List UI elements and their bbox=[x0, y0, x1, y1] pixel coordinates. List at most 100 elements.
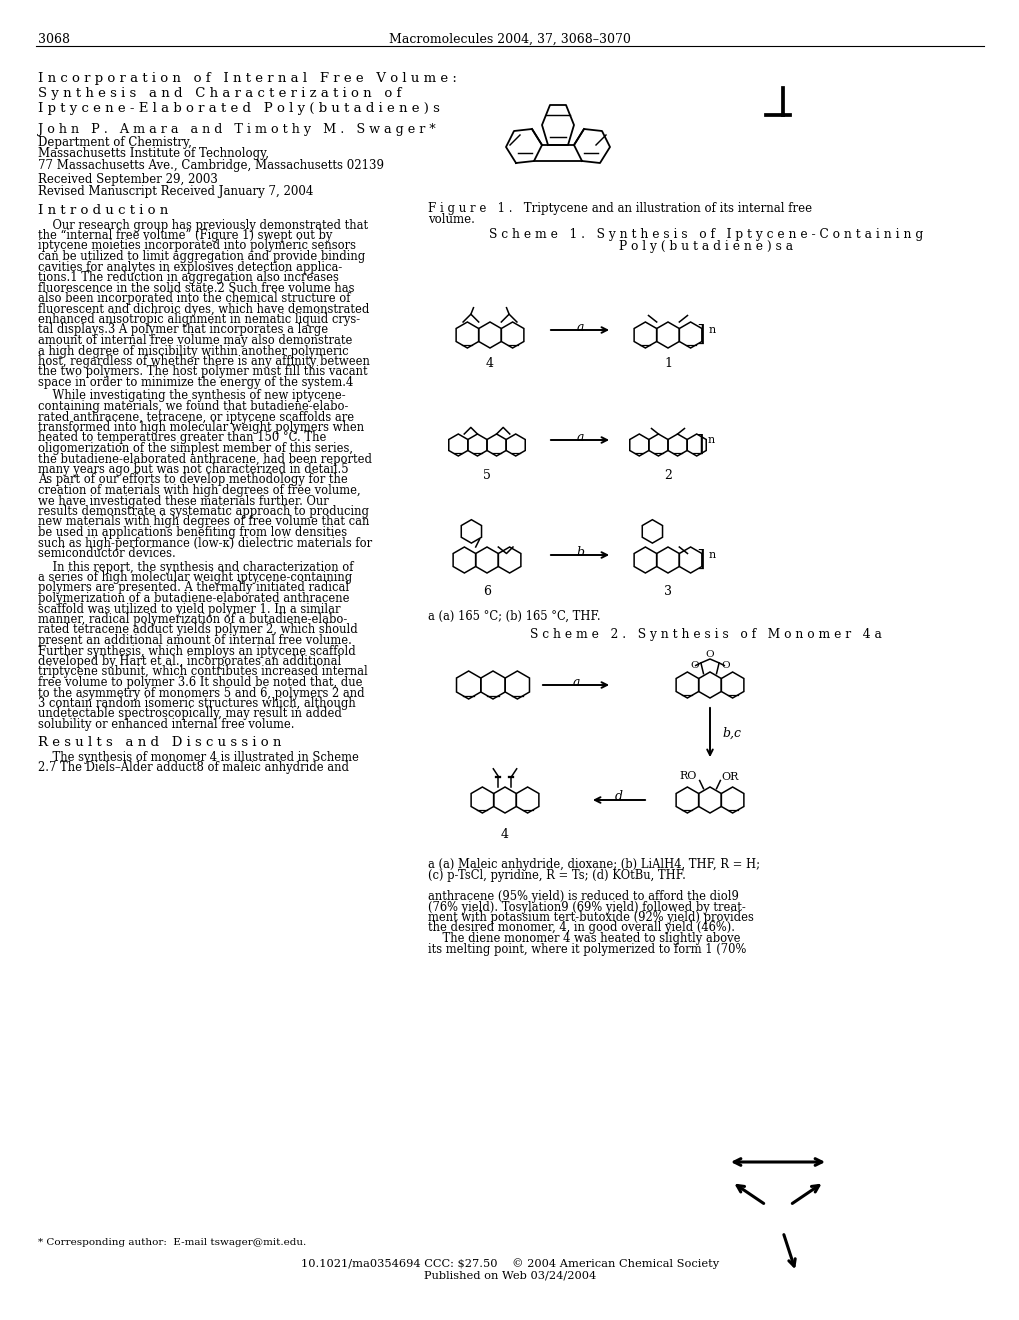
Text: The synthesis of monomer 4 is illustrated in Scheme: The synthesis of monomer 4 is illustrate… bbox=[38, 751, 359, 763]
Text: As part of our efforts to develop methodology for the: As part of our efforts to develop method… bbox=[38, 474, 347, 487]
Text: n: n bbox=[708, 550, 715, 560]
Text: heated to temperatures greater than 150 °C. The: heated to temperatures greater than 150 … bbox=[38, 432, 326, 445]
Text: cavities for analytes in explosives detection applica-: cavities for analytes in explosives dete… bbox=[38, 260, 342, 273]
Text: 2: 2 bbox=[663, 469, 672, 482]
Text: 5: 5 bbox=[483, 469, 490, 482]
Text: tions.1 The reduction in aggregation also increases: tions.1 The reduction in aggregation als… bbox=[38, 271, 338, 284]
Text: d: d bbox=[614, 789, 623, 803]
Text: developed by Hart et al., incorporates an additional: developed by Hart et al., incorporates a… bbox=[38, 655, 341, 668]
Text: b,c: b,c bbox=[721, 726, 740, 739]
Text: a high degree of miscibility within another polymeric: a high degree of miscibility within anot… bbox=[38, 345, 348, 358]
Text: host, regardless of whether there is any affinity between: host, regardless of whether there is any… bbox=[38, 355, 370, 368]
Text: the desired monomer, 4, in good overall yield (46%).: the desired monomer, 4, in good overall … bbox=[428, 921, 735, 935]
Text: results demonstrate a systematic approach to producing: results demonstrate a systematic approac… bbox=[38, 506, 369, 517]
Text: to the asymmetry of monomers 5 and 6, polymers 2 and: to the asymmetry of monomers 5 and 6, po… bbox=[38, 686, 364, 700]
Text: anthracene (95% yield) is reduced to afford the diol9: anthracene (95% yield) is reduced to aff… bbox=[428, 890, 738, 903]
Text: iptycene moieties incorporated into polymeric sensors: iptycene moieties incorporated into poly… bbox=[38, 239, 356, 252]
Text: a: a bbox=[576, 321, 583, 334]
Text: a (a) Maleic anhydride, dioxane; (b) LiAlH4, THF, R = H;: a (a) Maleic anhydride, dioxane; (b) LiA… bbox=[428, 858, 759, 871]
Text: 3: 3 bbox=[663, 585, 672, 598]
Text: O: O bbox=[690, 661, 698, 671]
Text: n: n bbox=[707, 436, 714, 445]
Text: Revised Manuscript Received January 7, 2004: Revised Manuscript Received January 7, 2… bbox=[38, 185, 313, 198]
Text: ]: ] bbox=[695, 434, 703, 455]
Text: oligomerization of the simplest member of this series,: oligomerization of the simplest member o… bbox=[38, 442, 353, 455]
Text: a: a bbox=[572, 676, 579, 689]
Text: b: b bbox=[576, 546, 584, 558]
Text: scaffold was utilized to yield polymer 1. In a similar: scaffold was utilized to yield polymer 1… bbox=[38, 602, 340, 615]
Text: polymerization of a butadiene-elaborated anthracene: polymerization of a butadiene-elaborated… bbox=[38, 591, 350, 605]
Text: also been incorporated into the chemical structure of: also been incorporated into the chemical… bbox=[38, 292, 351, 305]
Text: In this report, the synthesis and characterization of: In this report, the synthesis and charac… bbox=[38, 561, 354, 573]
Text: manner, radical polymerization of a butadiene-elabo-: manner, radical polymerization of a buta… bbox=[38, 612, 346, 626]
Text: ]: ] bbox=[696, 549, 705, 572]
Text: S c h e m e   1 .   S y n t h e s i s   o f   I p t y c e n e - C o n t a i n i : S c h e m e 1 . S y n t h e s i s o f I … bbox=[488, 228, 922, 242]
Text: many years ago but was not characterized in detail.5: many years ago but was not characterized… bbox=[38, 463, 348, 477]
Text: rated tetracene adduct yields polymer 2, which should: rated tetracene adduct yields polymer 2,… bbox=[38, 623, 358, 636]
Text: Department of Chemistry,: Department of Chemistry, bbox=[38, 136, 192, 149]
Text: S c h e m e   2 .   S y n t h e s i s   o f   M o n o m e r   4 a: S c h e m e 2 . S y n t h e s i s o f M … bbox=[530, 628, 881, 642]
Text: containing materials, we found that butadiene-elabo-: containing materials, we found that buta… bbox=[38, 400, 348, 413]
Text: space in order to minimize the energy of the system.4: space in order to minimize the energy of… bbox=[38, 376, 353, 389]
Text: (76% yield). Tosylation9 (69% yield) followed by treat-: (76% yield). Tosylation9 (69% yield) fol… bbox=[428, 900, 745, 913]
Text: enhanced anisotropic alignment in nematic liquid crys-: enhanced anisotropic alignment in nemati… bbox=[38, 313, 360, 326]
Text: 4: 4 bbox=[500, 828, 508, 841]
Text: 3068: 3068 bbox=[38, 33, 70, 46]
Text: a: a bbox=[576, 432, 583, 444]
Text: ]: ] bbox=[696, 323, 705, 346]
Text: the two polymers. The host polymer must fill this vacant: the two polymers. The host polymer must … bbox=[38, 366, 367, 379]
Text: (c) p-TsCl, pyridine, R = Ts; (d) KOtBu, THF.: (c) p-TsCl, pyridine, R = Ts; (d) KOtBu,… bbox=[428, 869, 685, 882]
Text: I n c o r p o r a t i o n   o f   I n t e r n a l   F r e e   V o l u m e :: I n c o r p o r a t i o n o f I n t e r … bbox=[38, 73, 457, 84]
Text: 77 Massachusetts Ave., Cambridge, Massachusetts 02139: 77 Massachusetts Ave., Cambridge, Massac… bbox=[38, 158, 383, 172]
Text: 3 contain random isomeric structures which, although: 3 contain random isomeric structures whi… bbox=[38, 697, 356, 710]
Text: Massachusetts Institute of Technology,: Massachusetts Institute of Technology, bbox=[38, 148, 269, 161]
Text: free volume to polymer 3.6 It should be noted that, due: free volume to polymer 3.6 It should be … bbox=[38, 676, 362, 689]
Text: its melting point, where it polymerized to form 1 (70%: its melting point, where it polymerized … bbox=[428, 942, 746, 956]
Text: the “internal free volume” (Figure 1) swept out by: the “internal free volume” (Figure 1) sw… bbox=[38, 228, 332, 242]
Text: 4: 4 bbox=[485, 356, 493, 370]
Text: P o l y ( b u t a d i e n e ) s a: P o l y ( b u t a d i e n e ) s a bbox=[619, 240, 793, 253]
Text: amount of internal free volume may also demonstrate: amount of internal free volume may also … bbox=[38, 334, 352, 347]
Text: creation of materials with high degrees of free volume,: creation of materials with high degrees … bbox=[38, 484, 361, 498]
Text: Received September 29, 2003: Received September 29, 2003 bbox=[38, 173, 218, 186]
Text: 10.1021/ma0354694 CCC: $27.50    © 2004 American Chemical Society: 10.1021/ma0354694 CCC: $27.50 © 2004 Ame… bbox=[301, 1258, 718, 1269]
Text: solubility or enhanced internal free volume.: solubility or enhanced internal free vol… bbox=[38, 718, 294, 731]
Text: Our research group has previously demonstrated that: Our research group has previously demons… bbox=[38, 219, 368, 231]
Text: 1: 1 bbox=[663, 356, 672, 370]
Text: such as high-performance (low-κ) dielectric materials for: such as high-performance (low-κ) dielect… bbox=[38, 536, 372, 549]
Text: ment with potassium tert-butoxide (92% yield) provides: ment with potassium tert-butoxide (92% y… bbox=[428, 911, 753, 924]
Text: R e s u l t s   a n d   D i s c u s s i o n: R e s u l t s a n d D i s c u s s i o n bbox=[38, 737, 281, 750]
Text: Published on Web 03/24/2004: Published on Web 03/24/2004 bbox=[424, 1270, 595, 1280]
Text: can be utilized to limit aggregation and provide binding: can be utilized to limit aggregation and… bbox=[38, 249, 365, 263]
Text: present an additional amount of internal free volume.: present an additional amount of internal… bbox=[38, 634, 352, 647]
Text: O: O bbox=[720, 661, 730, 671]
Text: 6: 6 bbox=[483, 585, 490, 598]
Text: 2.7 The Diels–Alder adduct8 of maleic anhydride and: 2.7 The Diels–Alder adduct8 of maleic an… bbox=[38, 762, 348, 774]
Text: new materials with high degrees of free volume that can: new materials with high degrees of free … bbox=[38, 516, 369, 528]
Text: I p t y c e n e - E l a b o r a t e d   P o l y ( b u t a d i e n e ) s: I p t y c e n e - E l a b o r a t e d P … bbox=[38, 102, 439, 115]
Text: triptycene subunit, which contributes increased internal: triptycene subunit, which contributes in… bbox=[38, 665, 368, 678]
Text: O: O bbox=[705, 649, 713, 659]
Text: rated anthracene, tetracene, or iptycene scaffolds are: rated anthracene, tetracene, or iptycene… bbox=[38, 411, 354, 424]
Text: J o h n   P .   A m a r a   a n d   T i m o t h y   M .   S w a g e r *: J o h n P . A m a r a a n d T i m o t h … bbox=[38, 123, 435, 136]
Text: fluorescence in the solid state.2 Such free volume has: fluorescence in the solid state.2 Such f… bbox=[38, 281, 355, 294]
Text: F i g u r e   1 .   Triptycene and an illustration of its internal free: F i g u r e 1 . Triptycene and an illust… bbox=[428, 202, 811, 215]
Text: a series of high molecular weight iptycene-containing: a series of high molecular weight iptyce… bbox=[38, 572, 352, 583]
Text: a (a) 165 °C; (b) 165 °C, THF.: a (a) 165 °C; (b) 165 °C, THF. bbox=[428, 610, 600, 623]
Text: While investigating the synthesis of new iptycene-: While investigating the synthesis of new… bbox=[38, 389, 345, 403]
Text: RO: RO bbox=[679, 771, 696, 781]
Text: Macromolecules 2004, 37, 3068–3070: Macromolecules 2004, 37, 3068–3070 bbox=[388, 33, 631, 46]
Text: we have investigated these materials further. Our: we have investigated these materials fur… bbox=[38, 495, 328, 507]
Text: transformed into high molecular weight polymers when: transformed into high molecular weight p… bbox=[38, 421, 364, 434]
Text: undetectable spectroscopically, may result in added: undetectable spectroscopically, may resu… bbox=[38, 708, 341, 721]
Text: * Corresponding author:  E-mail tswager@mit.edu.: * Corresponding author: E-mail tswager@m… bbox=[38, 1238, 306, 1247]
Text: volume.: volume. bbox=[428, 213, 475, 226]
Text: polymers are presented. A thermally initiated radical: polymers are presented. A thermally init… bbox=[38, 582, 348, 594]
Text: the butadiene-elaborated anthracene, had been reported: the butadiene-elaborated anthracene, had… bbox=[38, 453, 372, 466]
Text: I n t r o d u c t i o n: I n t r o d u c t i o n bbox=[38, 205, 168, 218]
Text: The diene monomer 4 was heated to slightly above: The diene monomer 4 was heated to slight… bbox=[428, 932, 740, 945]
Text: be used in applications benefiting from low densities: be used in applications benefiting from … bbox=[38, 525, 346, 539]
Text: n: n bbox=[708, 325, 715, 335]
Text: tal displays.3 A polymer that incorporates a large: tal displays.3 A polymer that incorporat… bbox=[38, 323, 328, 337]
Text: OR: OR bbox=[721, 772, 739, 783]
